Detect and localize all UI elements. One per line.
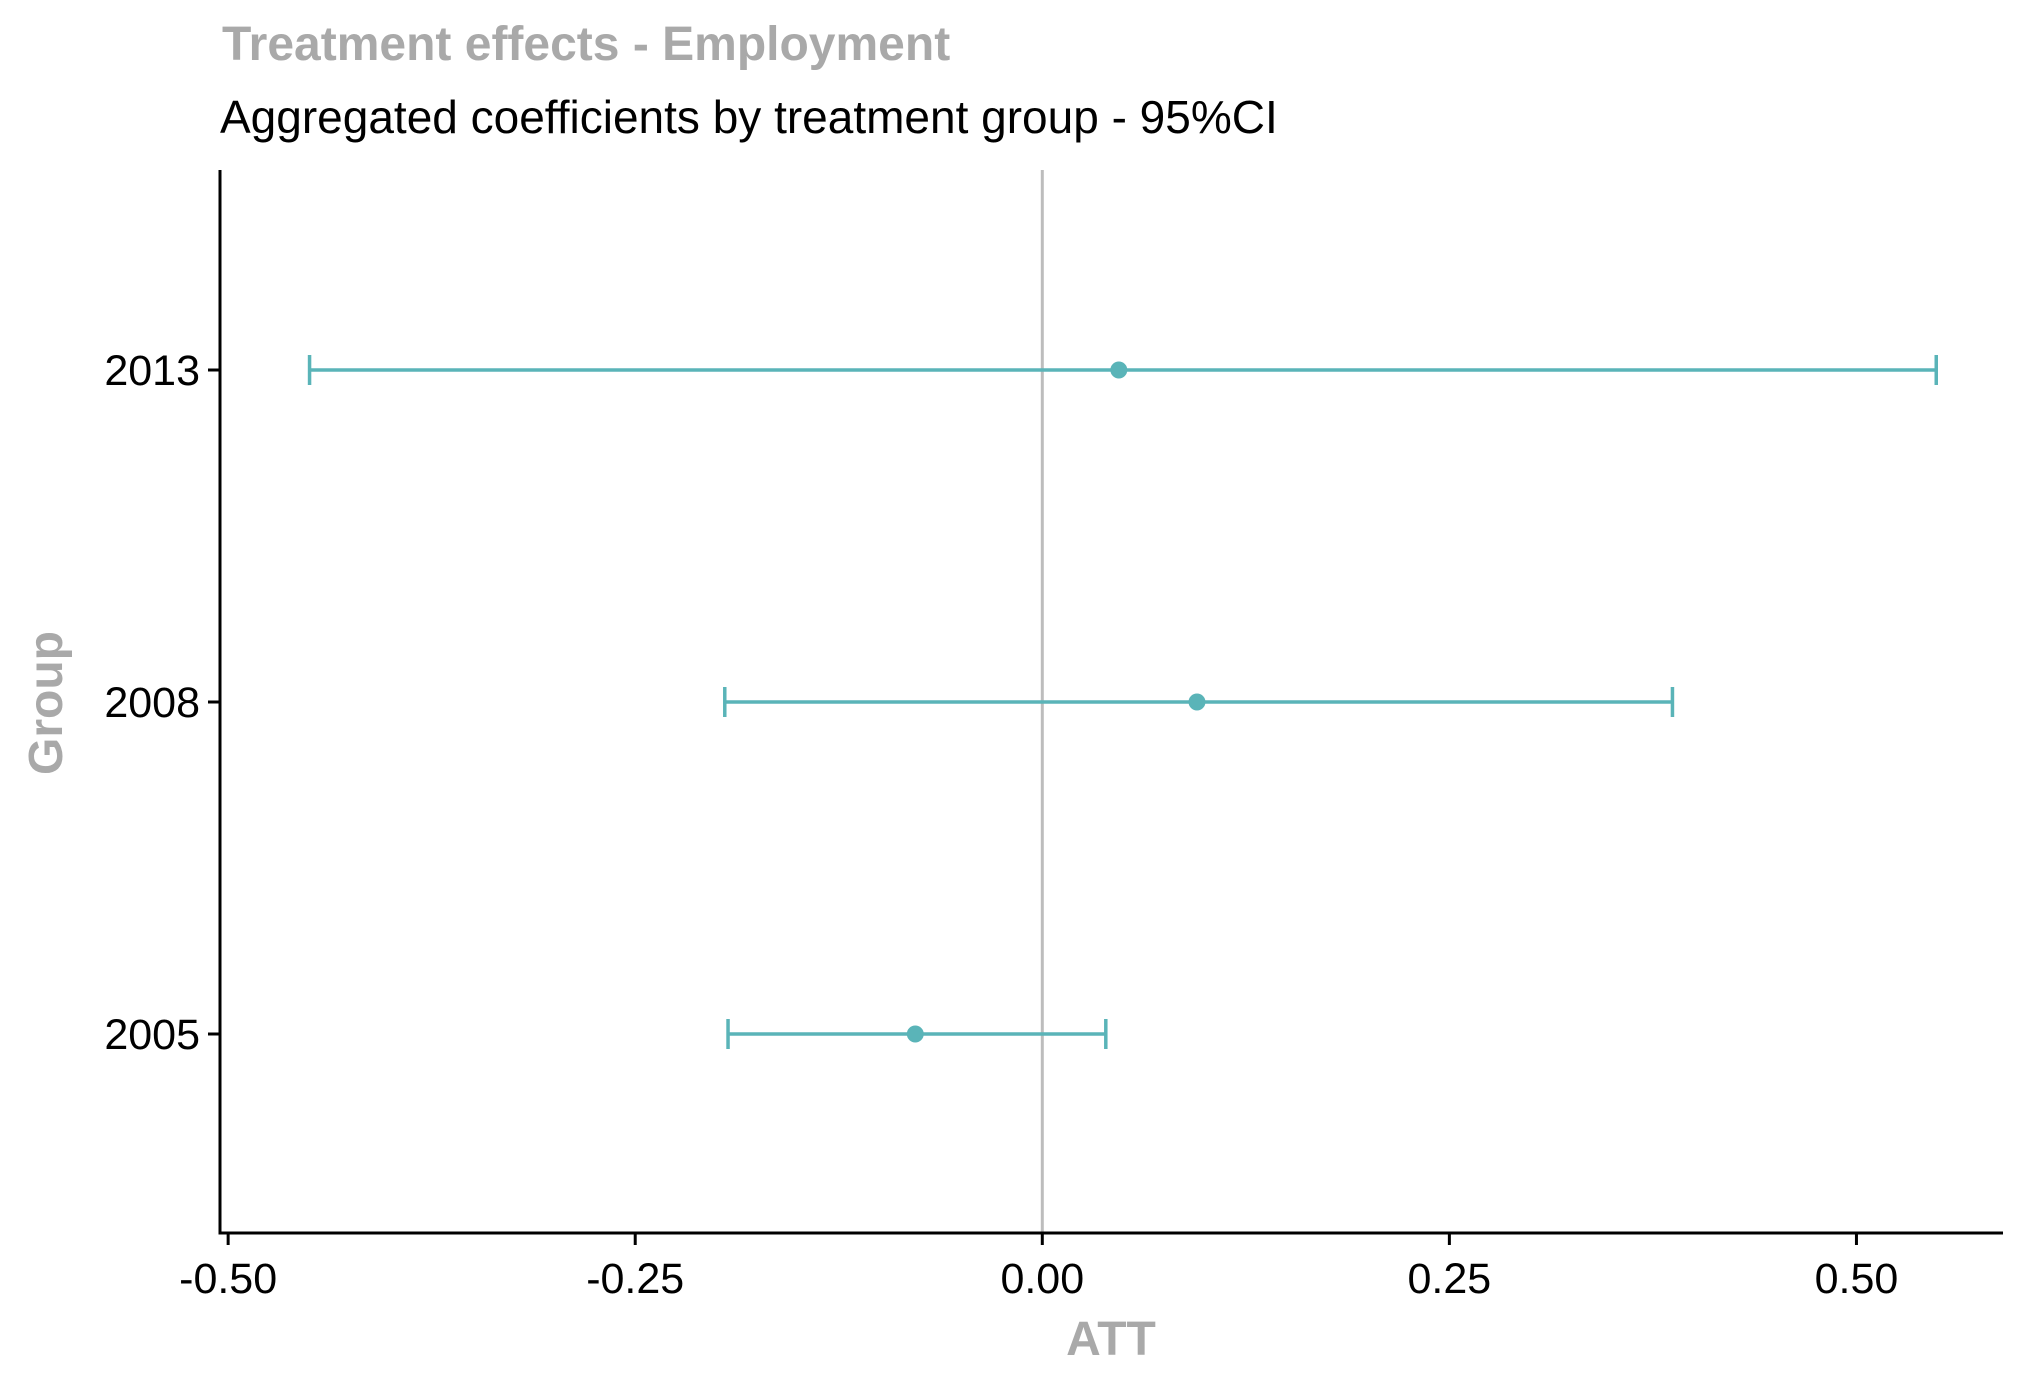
x-tick-label: 0.25 — [1408, 1255, 1492, 1303]
y-axis: 2005 2008 2013 — [104, 170, 222, 1235]
y-axis-title: Group — [20, 631, 73, 775]
x-tick-label: 0.50 — [1815, 1255, 1899, 1303]
estimate-point — [1110, 361, 1128, 379]
estimate-point — [1188, 693, 1206, 711]
y-tick-label: 2008 — [104, 679, 200, 727]
chart-title: Treatment effects - Employment — [222, 18, 950, 71]
x-tick-label: -0.25 — [586, 1255, 684, 1303]
x-axis-title: ATT — [1066, 1313, 1156, 1366]
x-axis: -0.50 -0.25 0.00 0.25 0.50 — [179, 1231, 2003, 1303]
y-ticks: 2005 2008 2013 — [104, 347, 220, 1059]
chart-subtitle: Aggregated coefficients by treatment gro… — [220, 91, 1278, 143]
y-tick-label: 2013 — [104, 347, 200, 395]
x-tick-label: -0.50 — [179, 1255, 277, 1303]
plot-area — [307, 170, 1938, 1232]
x-tick-label: 0.00 — [1000, 1255, 1084, 1303]
error-bar-marks — [307, 355, 1938, 1049]
x-ticks: -0.50 -0.25 0.00 0.25 0.50 — [179, 1233, 1898, 1303]
y-tick-label: 2005 — [104, 1011, 200, 1059]
estimate-point — [906, 1025, 924, 1043]
